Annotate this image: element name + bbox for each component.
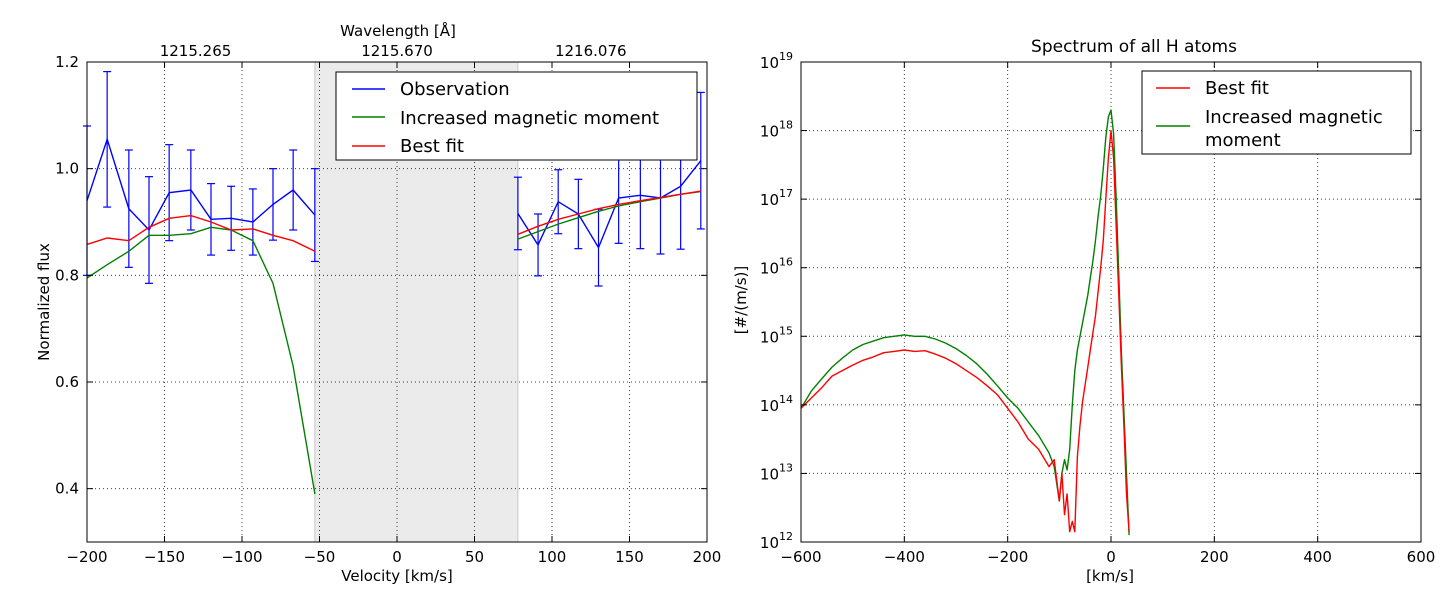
right-x-tick-label: −400 (884, 548, 925, 566)
top-axis-tick-label: 1216.076 (555, 42, 627, 60)
right-y-tick-base: 10 (760, 191, 779, 209)
right-y-tick-label: 1018 (760, 119, 793, 141)
right-x-tick-label: 0 (1106, 548, 1116, 566)
right-chart-title: Spectrum of all H atoms (1031, 37, 1237, 57)
right-legend-box (1141, 70, 1412, 155)
right-y-tick-label: 1019 (760, 50, 793, 72)
right-y-tick-base: 10 (760, 465, 779, 483)
left-x-axis-label: Velocity [km/s] (341, 567, 452, 585)
right-y-tick-label: 1012 (760, 530, 793, 552)
right-series-line-bestfit (800, 129, 1130, 533)
right-y-tick-exponent: 18 (779, 119, 793, 132)
right-y-tick-label: 1016 (760, 256, 793, 278)
left-series-line-bestfit (517, 190, 701, 235)
left-series-line-observation (517, 160, 702, 250)
legend-label-increased-right-line1: Increased magnetic (1205, 107, 1383, 128)
right-x-tick-label: 400 (1303, 548, 1332, 566)
right-y-tick-base: 10 (760, 534, 779, 552)
left-x-tick-label: 0 (392, 548, 402, 566)
right-ticks: −600 −400 −200 0 200 400 600101210131014101510… (760, 50, 1435, 566)
left-y-tick-label: 0.6 (55, 373, 79, 391)
left-series-line-increased (517, 190, 701, 240)
left-x-tick-label: −150 (144, 548, 185, 566)
top-axis-tick-label: 1215.265 (160, 42, 232, 60)
right-x-axis-label: [km/s] (1086, 567, 1134, 585)
right-chart: −600 −400 −200 0 200 400 600101210131014101510… (732, 37, 1435, 585)
right-y-tick-label: 1014 (760, 393, 793, 415)
right-y-tick-exponent: 14 (779, 393, 793, 406)
right-y-tick-base: 10 (760, 397, 779, 415)
left-y-tick-label: 1.0 (55, 160, 79, 178)
left-x-tick-label: −50 (304, 548, 336, 566)
legend-label-increased-right-line2: moment (1205, 130, 1281, 151)
right-x-tick-label: −600 (780, 548, 821, 566)
right-y-tick-label: 1015 (760, 324, 793, 346)
left-series-line-increased (86, 226, 316, 495)
left-x-tick-label: 150 (615, 548, 644, 566)
left-series-line-observation (86, 137, 316, 232)
right-y-tick-base: 10 (760, 54, 779, 72)
right-y-axis-label: [#/(m/s)] (732, 266, 750, 335)
left-ticks: −200 −150 −100 −50 0 50 100 150 200 0.4 0.6 0.8 1.0 1… (55, 42, 721, 566)
right-series-line-increased (800, 109, 1130, 536)
legend-label-observation: Observation (400, 79, 510, 100)
right-legend: Best fit Increased magnetic moment (1141, 70, 1412, 155)
right-y-tick-exponent: 15 (779, 324, 793, 337)
right-y-tick-exponent: 17 (779, 187, 793, 200)
left-y-axis-label: Normalized flux (35, 243, 53, 361)
right-y-tick-label: 1017 (760, 187, 793, 209)
top-axis-tick-label: 1215.670 (361, 42, 433, 60)
right-y-tick-exponent: 12 (779, 530, 793, 543)
left-y-tick-label: 0.4 (55, 480, 79, 498)
right-y-tick-exponent: 16 (779, 256, 793, 269)
left-legend-box (335, 71, 698, 161)
legend-label-increased-right: Increased magnetic moment (1205, 107, 1388, 151)
left-legend: Observation Increased magnetic moment Be… (335, 71, 698, 161)
right-x-tick-label: −200 (987, 548, 1028, 566)
left-x-tick-label: 200 (693, 548, 722, 566)
right-x-tick-label: 200 (1200, 548, 1229, 566)
left-series-line-bestfit (86, 214, 316, 252)
right-y-tick-exponent: 13 (779, 461, 793, 474)
left-grid (87, 62, 707, 542)
right-y-tick-base: 10 (760, 328, 779, 346)
left-y-tick-label: 1.2 (55, 53, 79, 71)
left-chart: −200 −150 −100 −50 0 50 100 150 200 0.4 0.6 0.8 1.0 1… (35, 21, 721, 585)
top-axis-label: Wavelength [Å] (340, 21, 456, 40)
right-y-tick-base: 10 (760, 260, 779, 278)
left-x-tick-label: −200 (66, 548, 107, 566)
left-y-tick-label: 0.8 (55, 266, 79, 284)
right-series (800, 109, 1130, 536)
left-x-tick-label: 50 (465, 548, 484, 566)
legend-label-increased: Increased magnetic moment (400, 108, 659, 129)
right-y-tick-base: 10 (760, 123, 779, 141)
right-x-tick-label: 600 (1407, 548, 1436, 566)
left-x-tick-label: −100 (221, 548, 262, 566)
right-y-tick-label: 1013 (760, 461, 793, 483)
legend-label-bestfit: Best fit (400, 136, 464, 157)
left-x-tick-label: 100 (538, 548, 567, 566)
legend-label-bestfit-right: Best fit (1205, 78, 1269, 99)
right-y-tick-exponent: 19 (779, 50, 793, 63)
